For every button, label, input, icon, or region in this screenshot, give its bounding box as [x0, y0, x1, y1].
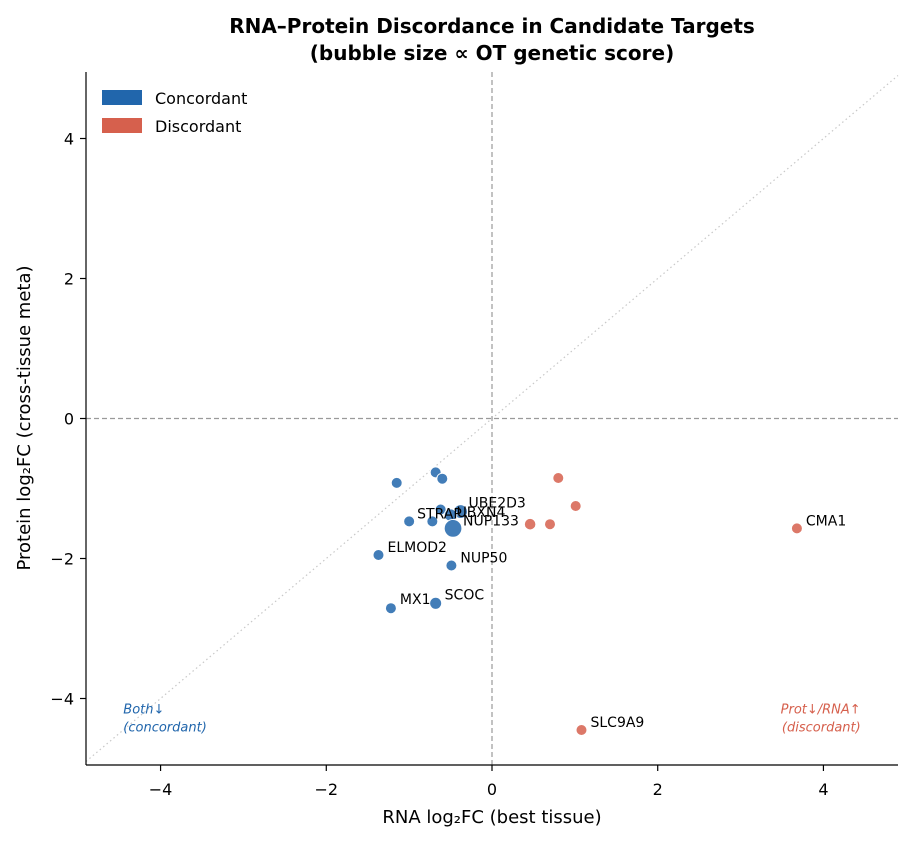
- quadrant-label-line: (concordant): [123, 721, 206, 736]
- y-tick-label: −2: [50, 550, 74, 569]
- point-label-strap: STRAP: [417, 506, 462, 522]
- point-label-ubxn4: UBXN4: [457, 505, 506, 521]
- data-point-cma1: [790, 522, 803, 535]
- point-label-cma1: CMA1: [806, 513, 846, 529]
- x-tick-label: 4: [818, 780, 828, 799]
- data-point: [436, 472, 449, 485]
- legend-label-concordant: Concordant: [155, 89, 247, 108]
- point-label-slc9a9: SLC9A9: [590, 715, 644, 731]
- data-point: [434, 503, 447, 516]
- legend-swatch-discordant: [102, 118, 142, 133]
- x-axis-label: RNA log₂FC (best tissue): [382, 807, 601, 828]
- chart-subtitle: (bubble size ∝ OT genetic score): [310, 41, 674, 65]
- y-tick-label: 4: [64, 130, 74, 149]
- data-point: [426, 515, 439, 528]
- quadrant-label-line: (discordant): [782, 721, 861, 736]
- data-point-elmod2: [372, 549, 385, 561]
- data-point: [390, 476, 403, 489]
- quadrant-label-discordant: Prot↓/RNA↑ (discordant): [781, 703, 861, 736]
- data-point-mx1: [384, 602, 397, 615]
- y-tick-label: −4: [50, 690, 74, 709]
- legend-label-discordant: Discordant: [155, 117, 241, 136]
- x-tick-label: 2: [653, 780, 663, 799]
- point-label-nup133: NUP133: [463, 513, 519, 529]
- quadrant-label-concordant: Both↓ (concordant): [123, 703, 206, 736]
- data-point-slc9a9: [575, 724, 588, 736]
- data-point: [544, 518, 556, 531]
- data-point: [523, 517, 537, 531]
- x-tick-label: 0: [487, 780, 497, 799]
- data-point-nup50: [445, 559, 458, 572]
- point-label-ube2d3: UBE2D3: [469, 496, 526, 512]
- y-axis-label: Protein log₂FC (cross-tissue meta): [14, 265, 35, 570]
- quadrant-label-line: Both↓: [123, 703, 164, 718]
- data-point: [569, 500, 582, 512]
- x-tick-label: −2: [314, 780, 338, 799]
- point-label-mx1: MX1: [400, 592, 431, 608]
- y-tick-label: 2: [64, 270, 74, 289]
- x-tick-label: −4: [149, 780, 173, 799]
- legend: Concordant Discordant: [102, 89, 247, 136]
- chart-title: RNA–Protein Discordance in Candidate Tar…: [229, 14, 755, 38]
- series-discordant: CMA1 SLC9A9: [523, 472, 846, 736]
- point-label-scoc: SCOC: [445, 587, 485, 603]
- data-point-strap: [403, 515, 416, 528]
- point-label-nup50: NUP50: [460, 551, 507, 567]
- point-label-elmod2: ELMOD2: [387, 540, 446, 556]
- y-tick-label: 0: [64, 410, 74, 429]
- quadrant-label-line: Prot↓/RNA↑: [781, 703, 861, 718]
- legend-swatch-concordant: [102, 90, 142, 105]
- data-point-nup133: [443, 519, 463, 538]
- data-point: [552, 472, 565, 484]
- data-point-scoc: [429, 596, 443, 610]
